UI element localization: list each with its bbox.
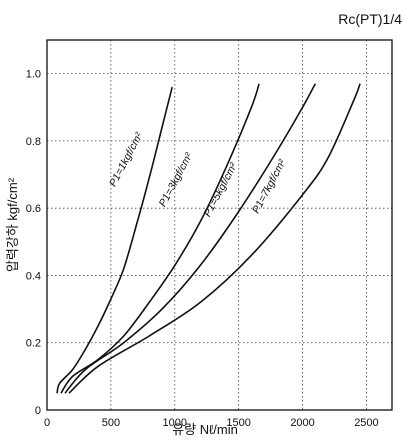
series-line-3: [64, 83, 317, 394]
y-axis-label: 압력강하 kgf/cm²: [5, 177, 20, 272]
x-axis-label: 유량 Nℓ/min: [172, 422, 238, 437]
y-axis-ticks: 0 0.2 0.4 0.6 0.8 1.0: [26, 69, 41, 417]
x-tick-label: 2000: [290, 417, 314, 429]
y-tick-label: 0.4: [26, 270, 41, 282]
curve-labels: P1=1kgf/cm² P1=3kgf/cm² P1=5kgf/cm² P1=7kgf…: [107, 130, 289, 219]
curve-label-2: P1=3kgf/cm²: [157, 150, 196, 208]
series-group: [56, 83, 361, 394]
y-tick-label: 0: [35, 405, 41, 417]
x-axis-ticks: 0 500 1000 1500 2000 2500: [44, 417, 379, 429]
x-tick-label: 1500: [226, 417, 250, 429]
curve-label-3: P1=5kgf/cm²: [201, 161, 240, 219]
grid-lines: [47, 40, 392, 410]
y-tick-label: 0.8: [26, 136, 41, 148]
curve-label-1: P1=1kgf/cm²: [107, 130, 146, 188]
series-line-4: [68, 83, 361, 394]
series-line-2: [60, 83, 260, 394]
y-tick-label: 0.6: [26, 203, 41, 215]
x-tick-label: 2500: [354, 417, 378, 429]
y-tick-label: 1.0: [26, 69, 41, 81]
x-tick-label: 0: [44, 417, 50, 429]
chart-title: Rc(PT)1/4: [338, 11, 402, 27]
x-tick-label: 500: [102, 417, 120, 429]
series-line-1: [56, 86, 173, 394]
plot-frame: [46, 39, 393, 411]
y-tick-label: 0.2: [26, 338, 41, 350]
x-tick-label: 1000: [163, 417, 187, 429]
